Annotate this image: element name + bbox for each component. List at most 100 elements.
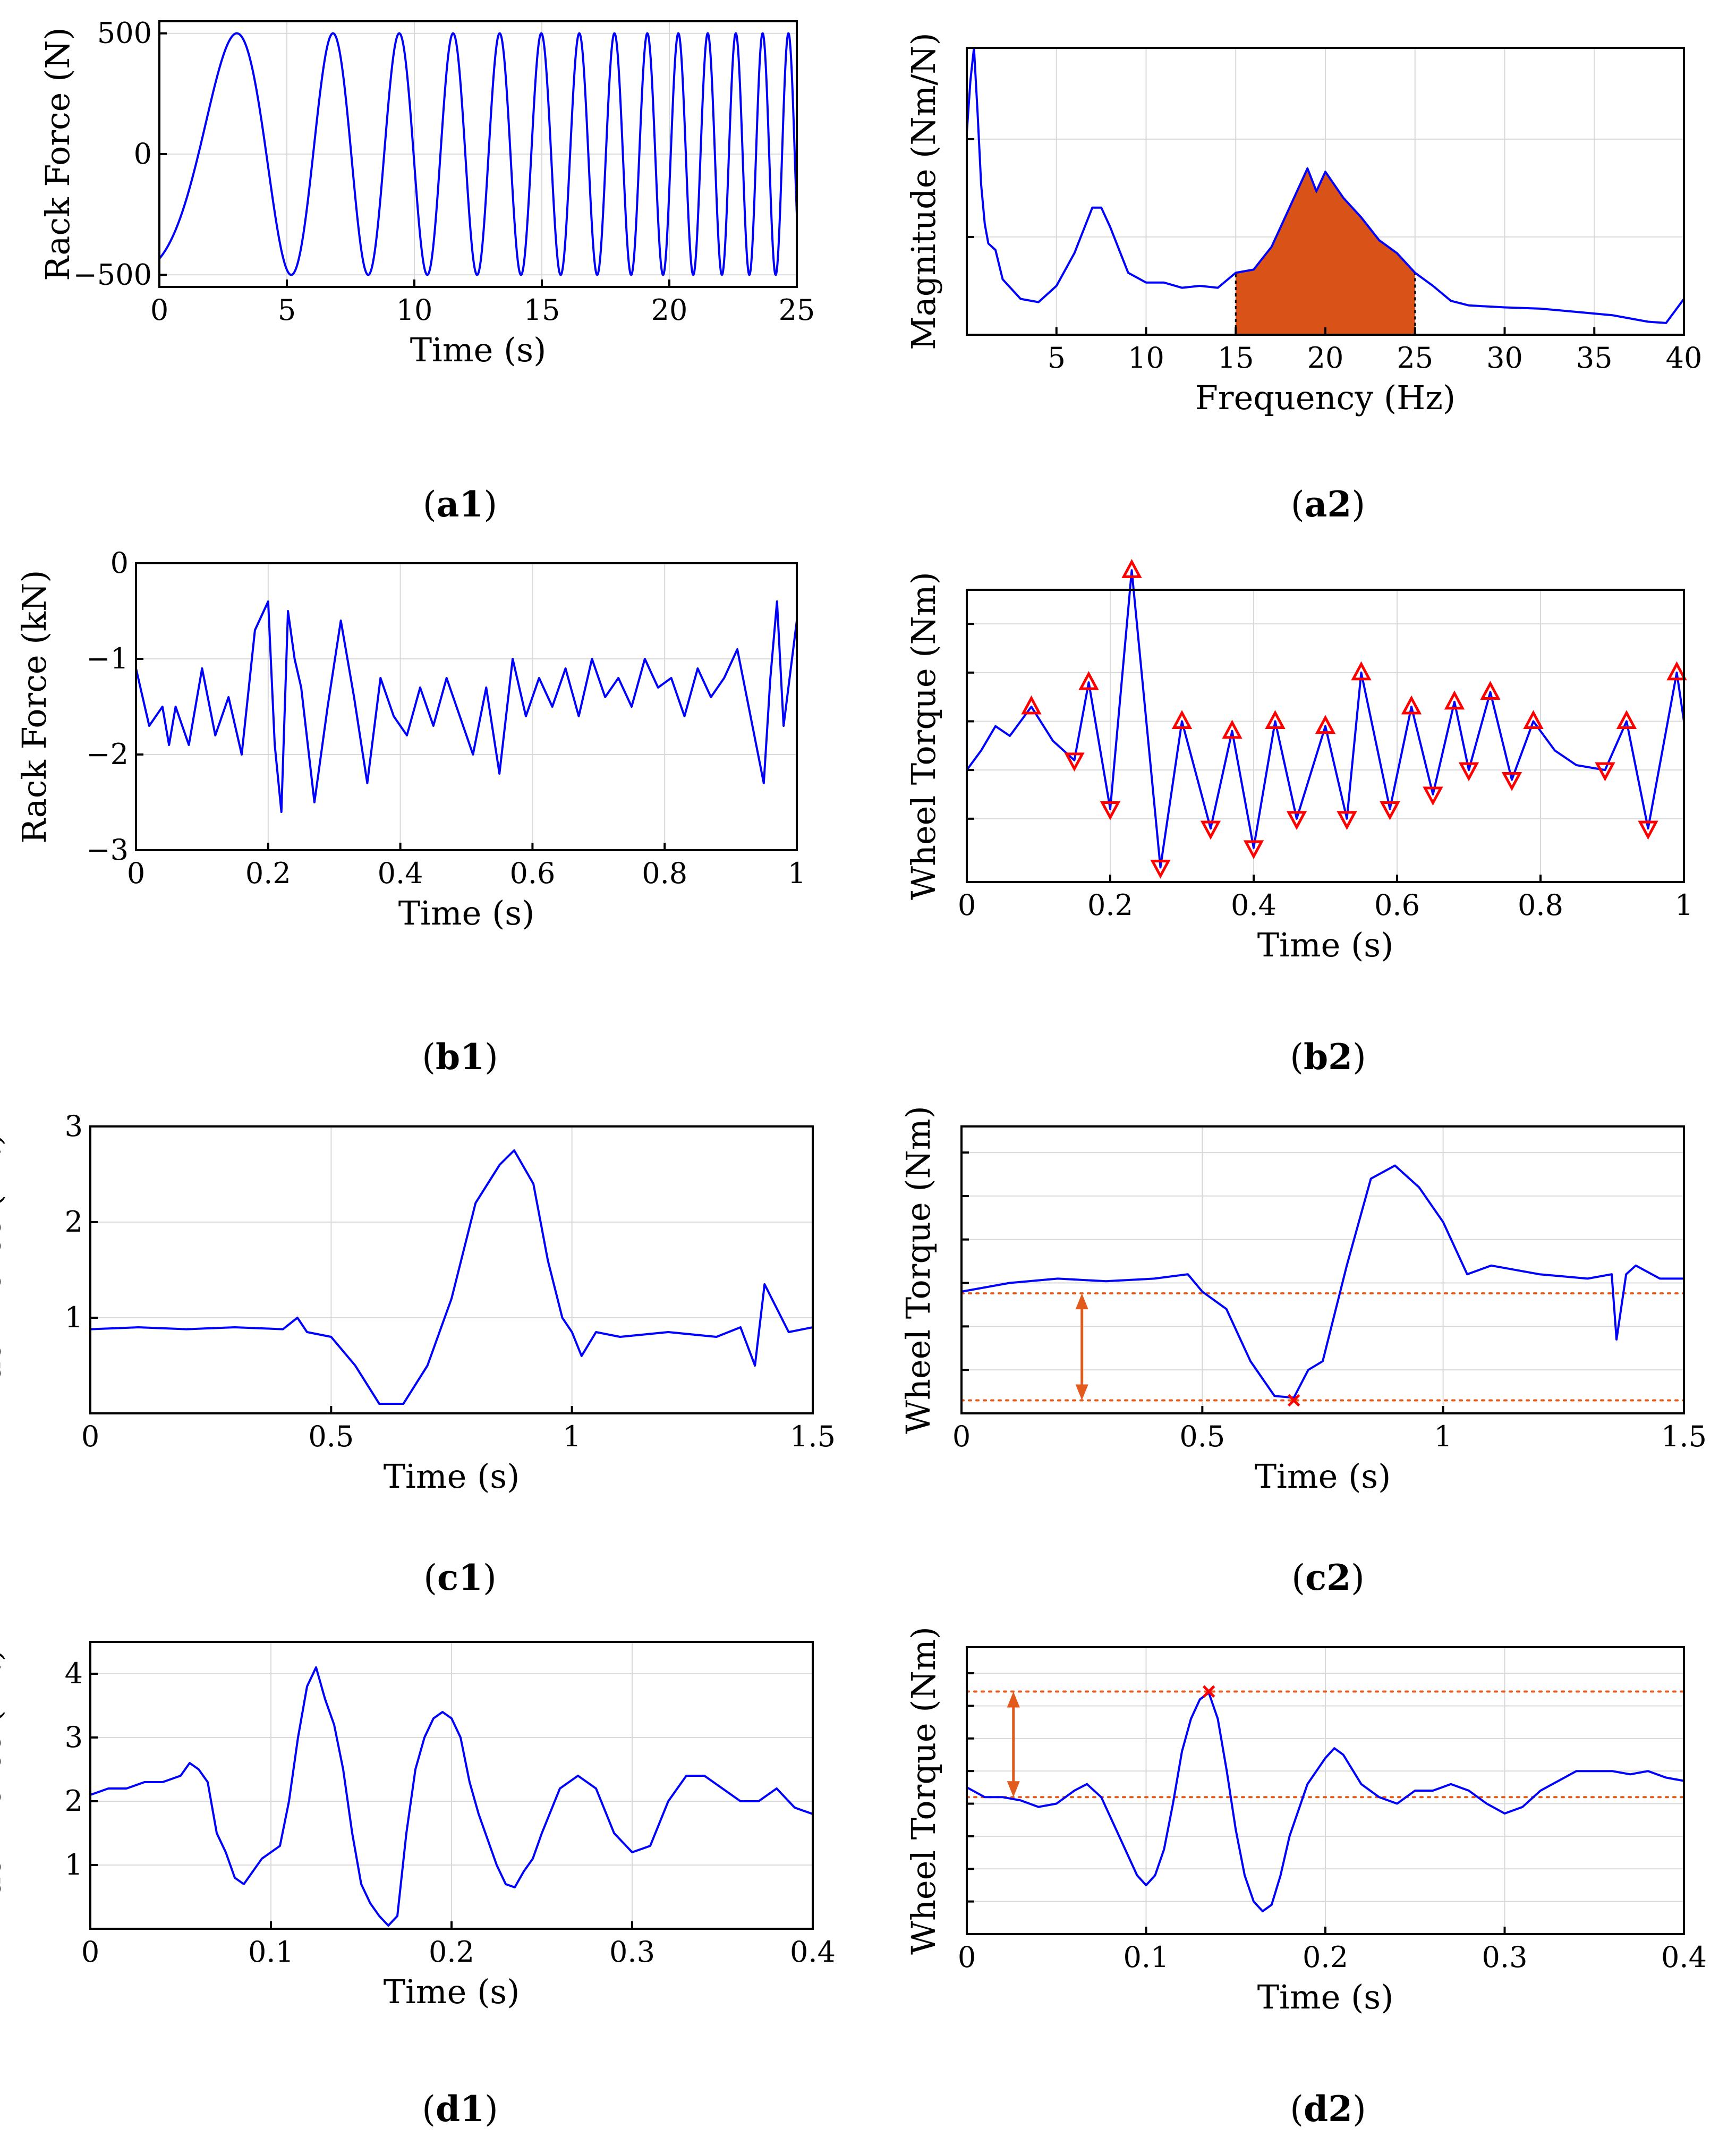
y-tick-label: 0 — [134, 137, 152, 171]
peak-marker — [1444, 690, 1465, 710]
x-tick-label: 0.1 — [1124, 1940, 1169, 1974]
chart-a2: 5 10 15 20 25 30 35 40 Frequency (Hz) Magnitude (… — [904, 32, 1702, 417]
caption-b2-label: b2 — [1303, 1036, 1353, 1078]
peak-marker — [1401, 695, 1422, 715]
trough-marker — [1595, 762, 1615, 782]
x-tick-label: 25 — [779, 293, 815, 327]
caption-a2-label: a2 — [1304, 484, 1352, 525]
y-axis-label: Rack Force (N) — [38, 27, 77, 281]
x-tick-label: 1.5 — [790, 1420, 836, 1453]
caption-a1-label: a1 — [436, 484, 484, 525]
y-axis-label: Wheel Torque (Nm) — [899, 1106, 938, 1434]
panel-b1: 0 0.2 0.4 0.6 0.8 1 −3 −2 −1 0 Time (s) Rack Force … — [0, 531, 868, 999]
panel-c2: 0 0.5 1 1.5 Time (s) Wheel Torque (Nm) — [868, 1084, 1736, 1552]
x-axis-label: Time (s) — [410, 330, 547, 369]
y-tick-label: 2 — [65, 1205, 83, 1239]
trough-marker — [1423, 786, 1443, 806]
series-line — [158, 32, 798, 276]
x-tick-label: 0 — [958, 888, 976, 922]
caption-d1: (d1) — [422, 2088, 498, 2130]
y-tick-label: 0 — [110, 546, 129, 580]
caption-b2: (b2) — [1290, 1036, 1366, 1078]
series-line — [966, 47, 1685, 324]
x-tick-label: 0.4 — [1661, 1940, 1707, 1974]
y-tick-label: 1 — [65, 1301, 83, 1334]
x-axis-label: Time (s) — [384, 1972, 520, 2011]
x-tick-label: 1.5 — [1661, 1420, 1707, 1453]
y-axis-label: Wheel Torque (Nm) — [904, 1626, 943, 1955]
trough-marker — [1100, 801, 1121, 820]
peak-marker — [1616, 710, 1637, 729]
peak-marker — [1171, 710, 1193, 729]
x-tick-label: 0.3 — [609, 1935, 655, 1969]
x-axis-label: Time (s) — [398, 894, 535, 933]
y-axis-label: Rack Force (kN) — [15, 570, 54, 844]
caption-a1: (a1) — [422, 484, 498, 525]
x-tick-label: 0.4 — [1231, 888, 1277, 922]
y-tick-label: 3 — [65, 1109, 83, 1143]
shaded-band-area — [1235, 166, 1416, 336]
x-axis-label: Time (s) — [1255, 1457, 1391, 1496]
caption-d2-label: d2 — [1303, 2088, 1353, 2130]
axes-box — [960, 1125, 1685, 1414]
chart-d2: 0 0.1 0.2 0.3 0.4 Time (s) Wheel Torque (Nm) — [904, 1626, 1707, 2016]
peak-marker — [1021, 695, 1042, 715]
x-tick-label: 0.8 — [1518, 888, 1563, 922]
x-tick-label: 0 — [127, 857, 145, 890]
panel-a2: 5 10 15 20 25 30 35 40 Frequency (Hz) Magnitude (… — [868, 0, 1736, 468]
x-tick-label: 1 — [1434, 1420, 1452, 1453]
y-tick-label: 3 — [65, 1720, 83, 1754]
caption-d2: (d2) — [1290, 2088, 1366, 2130]
panel-b2: 0 0.2 0.4 0.6 0.8 1 Time (s) Wheel Torque (Nm) — [868, 531, 1736, 999]
x-tick-label: 0.2 — [1087, 888, 1133, 922]
x-tick-label: 15 — [524, 293, 560, 327]
x-tick-label: 0.8 — [642, 857, 687, 890]
caption-d1-label: d1 — [435, 2088, 485, 2130]
x-tick-label: 15 — [1218, 341, 1254, 375]
trough-marker — [1458, 762, 1479, 782]
axes-box — [89, 1125, 814, 1414]
trough-marker — [1286, 811, 1307, 830]
x-tick-label: 5 — [278, 293, 296, 327]
trough-marker — [1150, 860, 1171, 879]
panel-c1: 0 0.5 1 1.5 1 2 3 Time (s) Rack Force (kN) — [0, 1084, 868, 1552]
caption-c2-label: c2 — [1305, 1557, 1351, 1598]
peak-marker — [1078, 671, 1099, 690]
trough-marker — [1200, 820, 1221, 840]
x-tick-label: 35 — [1576, 341, 1613, 375]
extremum-marker — [1202, 1685, 1215, 1698]
peak-marker — [1265, 710, 1286, 729]
trough-marker — [1064, 752, 1085, 772]
x-tick-label: 0.2 — [1303, 1940, 1348, 1974]
x-tick-label: 20 — [1307, 341, 1344, 375]
difference-arrow-head-bottom — [1007, 1781, 1020, 1798]
x-axis-label: Time (s) — [1257, 1978, 1394, 2016]
x-tick-label: 1 — [788, 857, 806, 890]
y-tick-label: 2 — [65, 1784, 83, 1818]
caption-b1-label: b1 — [435, 1036, 485, 1078]
x-tick-label: 0 — [81, 1935, 99, 1969]
caption-c2: (c2) — [1291, 1557, 1365, 1598]
series-line — [90, 1666, 813, 1927]
x-tick-label: 0 — [952, 1420, 971, 1453]
trough-marker — [1638, 820, 1658, 840]
y-tick-label: −1 — [86, 642, 129, 675]
caption-c1: (c1) — [423, 1557, 497, 1598]
x-tick-label: 0.4 — [378, 857, 423, 890]
y-axis-label: Rack Force (kN) — [0, 1133, 8, 1407]
y-tick-label: 1 — [65, 1848, 83, 1881]
panel-a1: 0 5 10 15 20 25 −500 0 500 Time (s) Rack Force (N) — [0, 0, 868, 468]
axes-box — [966, 589, 1685, 883]
difference-arrow-head-bottom — [1075, 1384, 1088, 1401]
x-tick-label: 10 — [396, 293, 433, 327]
caption-b1: (b1) — [422, 1036, 498, 1078]
chart-b1: 0 0.2 0.4 0.6 0.8 1 −3 −2 −1 0 Time (s) Rack Force … — [15, 546, 806, 933]
chart-c2: 0 0.5 1 1.5 Time (s) Wheel Torque (Nm) — [899, 1106, 1707, 1496]
trough-marker — [1501, 772, 1522, 791]
series-line — [961, 1164, 1684, 1399]
panel-d1: 0 0.1 0.2 0.3 0.4 1 2 3 4 Time (s) Rack Force (kN) — [0, 1610, 868, 2078]
peak-marker — [1666, 661, 1687, 681]
x-tick-label: 0 — [81, 1420, 99, 1453]
